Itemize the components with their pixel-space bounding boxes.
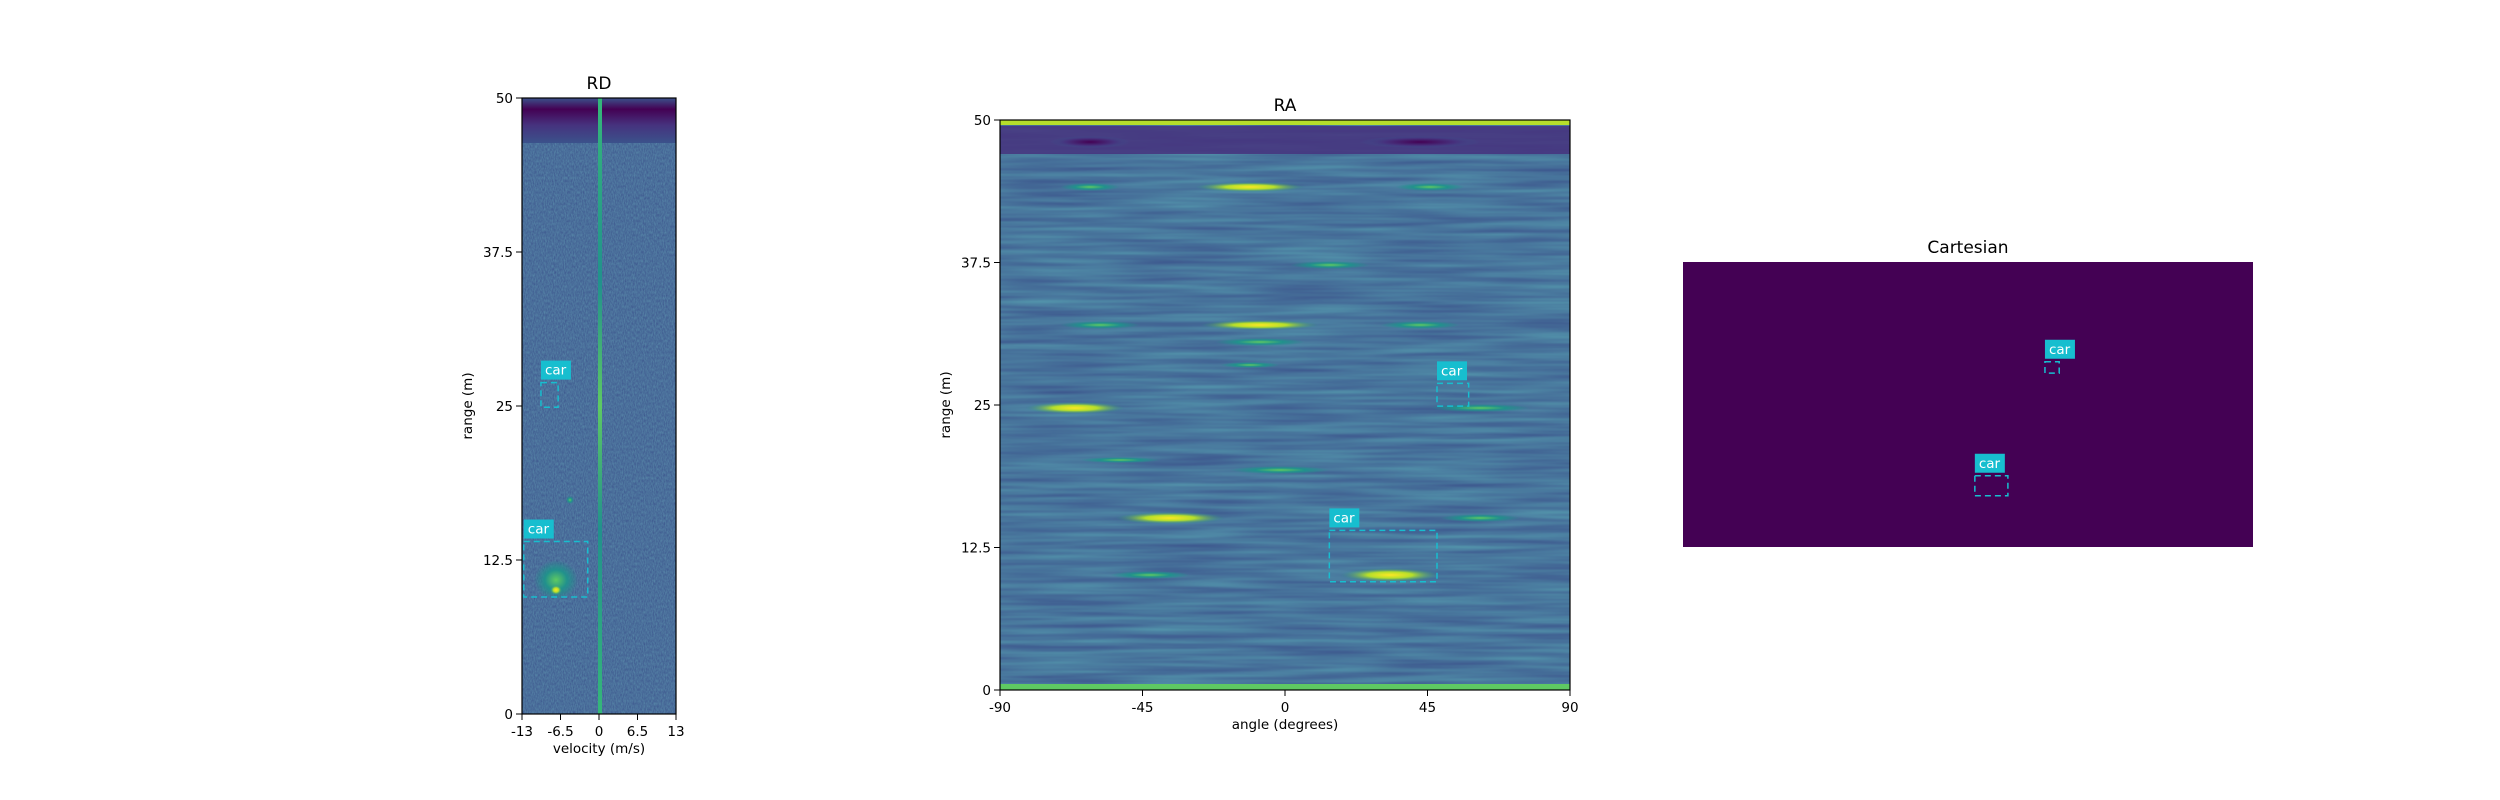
rd-y-tick-label: 25 xyxy=(496,399,513,415)
cartesian-car-box xyxy=(1974,475,2009,497)
ra-car-box xyxy=(1436,382,1470,407)
rd-car-label: car xyxy=(528,522,550,538)
ra-y-tick-label: 25 xyxy=(974,398,991,414)
ra-car-label: car xyxy=(1441,363,1463,379)
rd-y-tick-label: 50 xyxy=(496,91,513,107)
rd-car-box xyxy=(523,540,589,598)
rd-title: RD xyxy=(587,74,612,94)
cartesian-car-label-bg xyxy=(2044,339,2075,359)
rd-x-tick-label: 13 xyxy=(667,724,684,740)
rd-car-label-bg xyxy=(523,519,554,539)
rd-x-tick-label: 0 xyxy=(595,724,604,740)
cartesian-car-label: car xyxy=(2049,342,2071,358)
rd-x-tick-label: -13 xyxy=(511,724,533,740)
ra-title: RA xyxy=(1274,96,1297,116)
ra-x-tick-label: -90 xyxy=(989,700,1011,716)
ra-car-label-bg xyxy=(1329,508,1360,528)
cartesian-car-label: car xyxy=(1979,456,2001,472)
cartesian-car-label-bg xyxy=(1974,453,2005,473)
rd-x-axis-label: velocity (m/s) xyxy=(553,741,645,757)
ra-x-tick-label: 90 xyxy=(1561,700,1578,716)
ra-x-tick-label: 45 xyxy=(1419,700,1436,716)
ra-y-tick-label: 37.5 xyxy=(961,256,991,272)
cartesian-car-box xyxy=(2044,361,2060,374)
ra-y-tick-label: 0 xyxy=(982,683,991,699)
cartesian-title: Cartesian xyxy=(1927,238,2008,258)
ra-x-tick-label: 0 xyxy=(1281,700,1290,716)
rd-y-axis-label: range (m) xyxy=(460,372,476,439)
rd-y-tick-label: 12.5 xyxy=(483,553,513,569)
ra-y-tick-label: 50 xyxy=(974,113,991,129)
ra-x-axis-label: angle (degrees) xyxy=(1232,717,1339,733)
rd-car-label-bg xyxy=(540,360,571,380)
cartesian-heatmap xyxy=(1683,262,2253,547)
ra-x-tick-label: -45 xyxy=(1131,700,1153,716)
ra-car-label: car xyxy=(1333,510,1355,526)
ra-y-tick-label: 12.5 xyxy=(961,541,991,557)
ra-heatmap xyxy=(1000,120,1570,690)
ra-y-axis-label: range (m) xyxy=(938,371,954,438)
rd-y-tick-label: 37.5 xyxy=(483,245,513,261)
rd-car-box xyxy=(540,381,559,408)
rd-heatmap xyxy=(522,98,676,714)
rd-car-label: car xyxy=(545,363,567,379)
rd-x-tick-label: -6.5 xyxy=(547,724,573,740)
ra-car-label-bg xyxy=(1437,361,1467,381)
ra-car-box xyxy=(1328,529,1438,583)
rd-y-tick-label: 0 xyxy=(504,707,513,723)
rd-x-tick-label: 6.5 xyxy=(627,724,648,740)
